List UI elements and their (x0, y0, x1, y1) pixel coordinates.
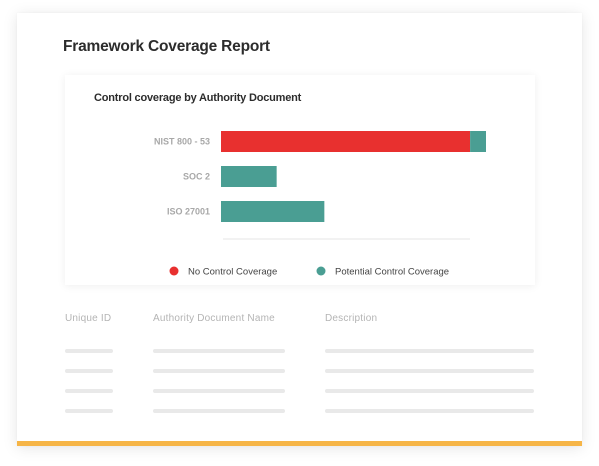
placeholder-line (65, 389, 113, 393)
accent-bar (17, 441, 582, 446)
bars (221, 131, 486, 222)
legend-marker (316, 266, 326, 276)
placeholder-line (153, 369, 285, 373)
category-label: SOC 2 (183, 172, 210, 182)
report-title: Framework Coverage Report (63, 38, 270, 55)
bar-segment (470, 131, 486, 152)
category-labels: NIST 800 - 53 SOC 2 ISO 27001 (154, 137, 210, 217)
chart-title: Control coverage by Authority Document (94, 92, 302, 104)
category-label: ISO 27001 (167, 207, 210, 217)
placeholder-line (325, 349, 534, 353)
bar-segment (221, 131, 471, 152)
column-header-authority-document-name: Authority Document Name (153, 313, 275, 324)
chart-panel: Control coverage by Authority Document N… (65, 75, 535, 285)
chart-legend: No Control Coverage Potential Control Cov… (169, 266, 449, 278)
bar-segment (221, 166, 277, 187)
category-label: NIST 800 - 53 (154, 137, 210, 147)
column-header-unique-id: Unique ID (65, 313, 112, 324)
placeholder-line (153, 409, 285, 413)
report-card: Framework Coverage Report Control covera… (17, 13, 582, 446)
placeholder-line (65, 409, 113, 413)
placeholder-line (325, 389, 534, 393)
column-header-description: Description (325, 313, 378, 324)
legend-label: No Control Coverage (188, 267, 277, 278)
bar-segment (221, 201, 325, 222)
placeholder-line (65, 349, 113, 353)
legend-marker (169, 266, 179, 276)
legend-label: Potential Control Coverage (335, 267, 449, 278)
coverage-chart: NIST 800 - 53 SOC 2 ISO 27001 No Control C… (154, 131, 486, 278)
placeholder-line (65, 369, 113, 373)
placeholder-line (325, 409, 534, 413)
placeholder-line (153, 389, 285, 393)
placeholder-line (325, 369, 534, 373)
placeholder-line (153, 349, 285, 353)
